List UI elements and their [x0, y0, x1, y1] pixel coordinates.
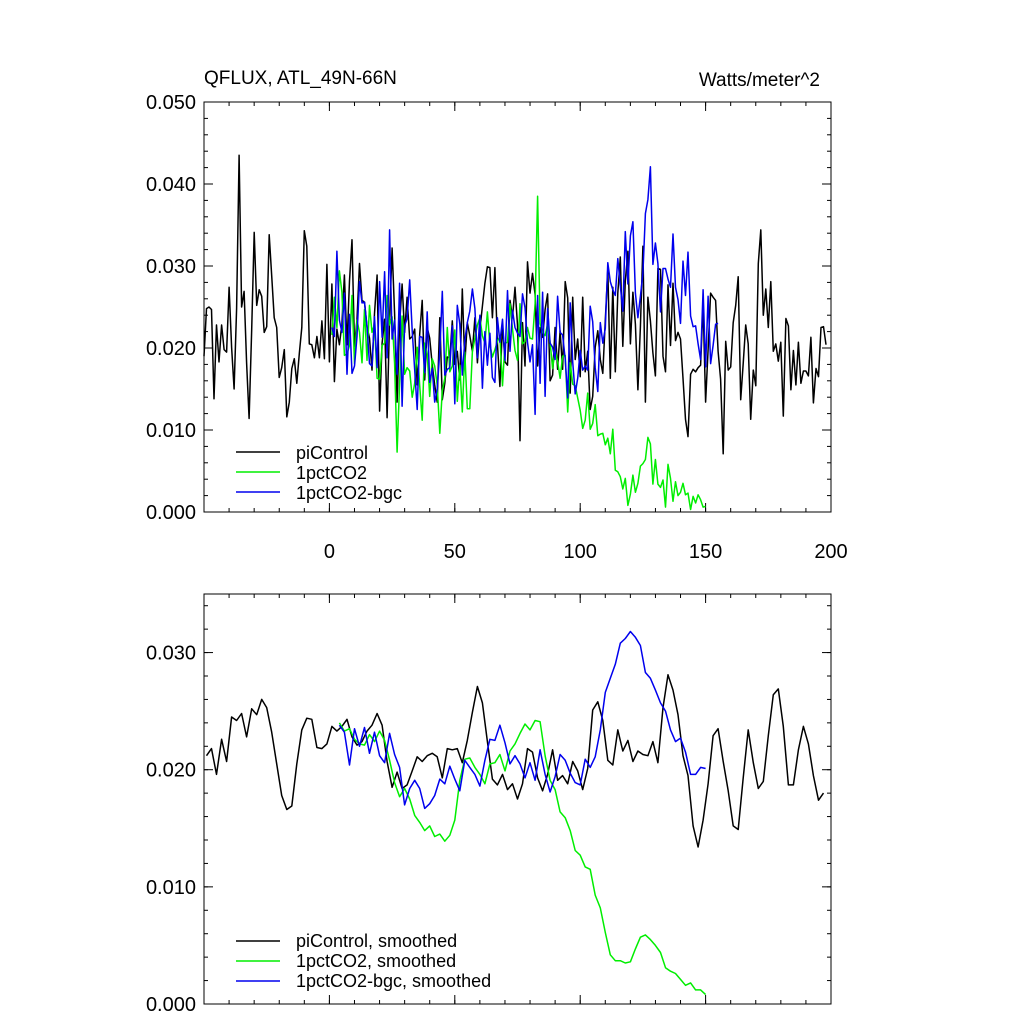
top-panel-title: QFLUX, ATL_49N-66N: [204, 68, 397, 89]
top-ytick-label: 0.040: [146, 174, 196, 196]
legend-label-1pctco2-smoothed: 1pctCO2, smoothed: [296, 951, 456, 971]
top-panel-units: Watts/meter^2: [699, 70, 820, 91]
legend-label-picontrol: piControl: [296, 443, 368, 463]
top-panel-ticks: 0.000 0.010 0.020 0.030 0.040 0.050 0 50 100 150 2…: [146, 92, 848, 563]
top-xtick-label: 0: [324, 541, 335, 563]
top-xtick-label: 150: [689, 541, 722, 563]
legend-label-1pctco2-bgc-smoothed: 1pctCO2-bgc, smoothed: [296, 971, 491, 991]
legend-label-1pctco2: 1pctCO2: [296, 463, 367, 483]
bottom-ytick-label: 0.000: [146, 994, 196, 1016]
series-picontrol-smoothed: [205, 674, 825, 848]
top-xtick-label: 50: [444, 541, 466, 563]
legend-label-1pctco2-bgc: 1pctCO2-bgc: [296, 483, 402, 503]
series-1pctco2: [331, 195, 706, 511]
bottom-ytick-label: 0.030: [146, 643, 196, 665]
top-xtick-label: 100: [564, 541, 597, 563]
bottom-ytick-label: 0.020: [146, 760, 196, 782]
bottom-panel-series: [205, 630, 825, 996]
top-panel-series: [203, 154, 827, 511]
bottom-panel-ticks: 0.000 0.010 0.020 0.030: [146, 594, 832, 1016]
top-panel-legend: piControl 1pctCO2 1pctCO2-bgc: [236, 443, 402, 503]
series-1pctco2-bgc-smoothed: [338, 630, 706, 810]
bottom-ytick-label: 0.010: [146, 877, 196, 899]
bottom-panel: 0.000 0.010 0.020 0.030 piControl, smoothed…: [146, 593, 832, 1016]
top-ytick-label: 0.010: [146, 420, 196, 442]
legend-label-picontrol-smoothed: piControl, smoothed: [296, 931, 457, 951]
bottom-panel-legend: piControl, smoothed 1pctCO2, smoothed 1p…: [236, 931, 491, 991]
series-1pctco2-smoothed: [338, 719, 707, 996]
top-ytick-label: 0.020: [146, 338, 196, 360]
top-panel: 0.000 0.010 0.020 0.030 0.040 0.050 0 50 100 150 2…: [146, 92, 848, 563]
top-ytick-label: 0.030: [146, 256, 196, 278]
series-1pctco2-bgc: [331, 166, 719, 416]
top-ytick-label: 0.000: [146, 502, 196, 524]
top-ytick-label: 0.050: [146, 92, 196, 114]
series-picontrol: [203, 154, 827, 455]
top-panel-frame: [203, 101, 832, 513]
top-xtick-label: 200: [814, 541, 847, 563]
bottom-panel-frame: [203, 593, 832, 1005]
